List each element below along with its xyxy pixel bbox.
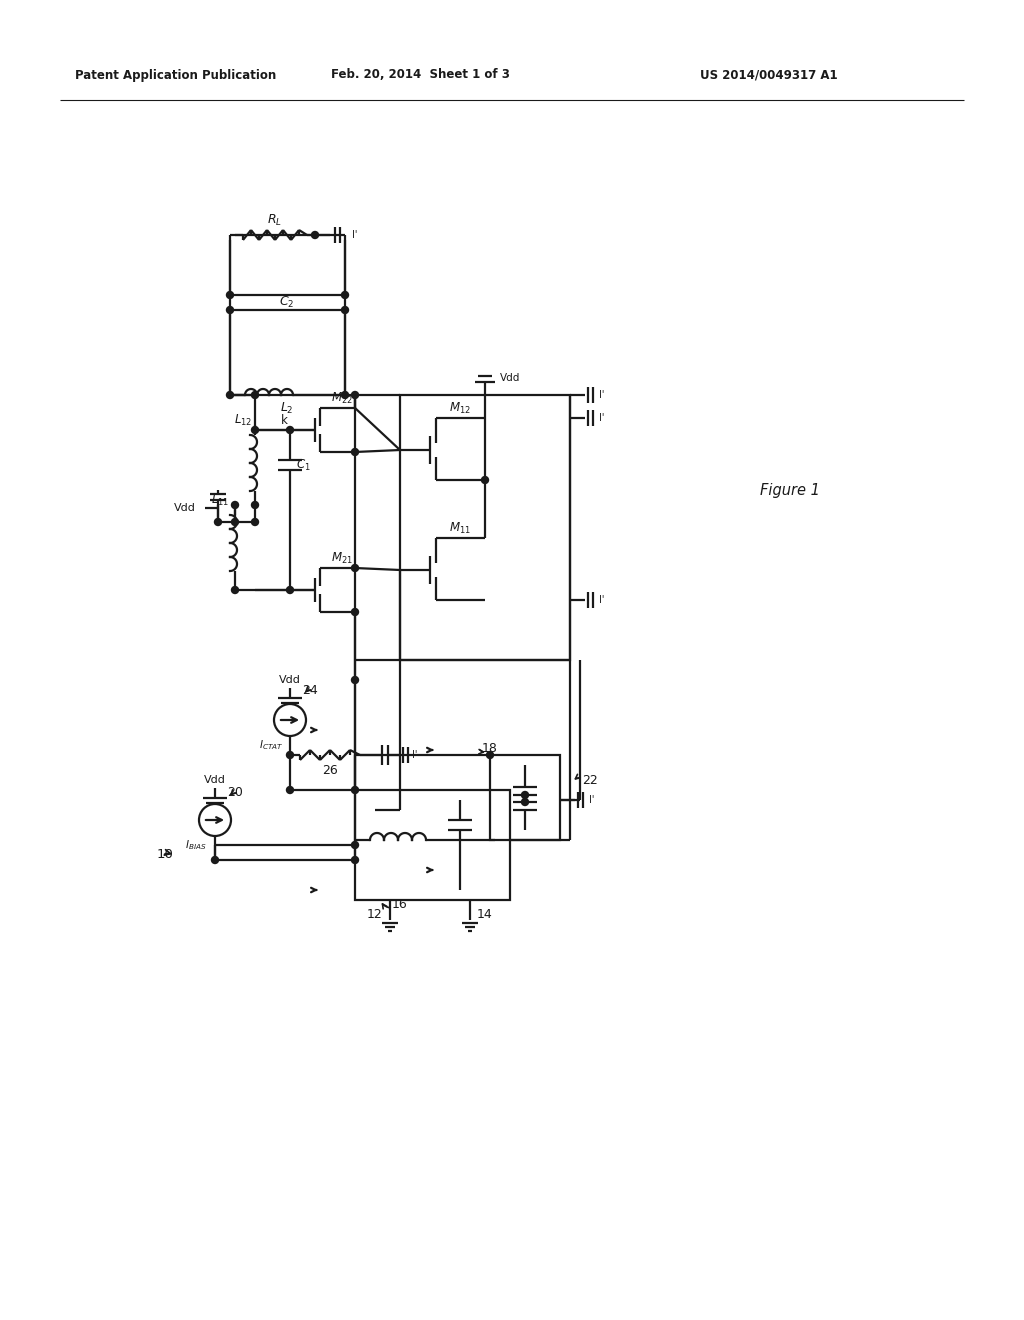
- Text: $R_L$: $R_L$: [267, 213, 283, 227]
- Text: Figure 1: Figure 1: [760, 483, 820, 498]
- Circle shape: [351, 449, 358, 455]
- Text: Vdd: Vdd: [204, 775, 226, 785]
- Circle shape: [231, 502, 239, 508]
- Bar: [400, 395, 570, 660]
- Circle shape: [521, 792, 528, 799]
- Circle shape: [341, 292, 348, 298]
- Circle shape: [341, 306, 348, 314]
- Circle shape: [252, 392, 258, 399]
- Circle shape: [231, 586, 239, 594]
- Circle shape: [214, 519, 221, 525]
- Circle shape: [351, 392, 358, 399]
- Text: $I_{CTAT}$: $I_{CTAT}$: [259, 738, 284, 752]
- Text: 16: 16: [392, 899, 408, 912]
- Text: 18: 18: [482, 742, 498, 755]
- Text: 20: 20: [227, 787, 243, 800]
- Text: Vdd: Vdd: [280, 675, 301, 685]
- Text: I': I': [599, 413, 605, 422]
- Circle shape: [287, 586, 294, 594]
- Circle shape: [351, 609, 358, 615]
- Text: $C_1$: $C_1$: [296, 458, 310, 473]
- Circle shape: [287, 426, 294, 433]
- Circle shape: [287, 787, 294, 793]
- Text: $M_{22}$: $M_{22}$: [331, 391, 353, 405]
- Text: US 2014/0049317 A1: US 2014/0049317 A1: [700, 69, 838, 82]
- Text: 10: 10: [157, 849, 173, 862]
- Text: $L_2$: $L_2$: [281, 400, 294, 416]
- Text: $M_{21}$: $M_{21}$: [331, 550, 353, 565]
- Text: I': I': [352, 230, 357, 240]
- Bar: [355, 789, 510, 900]
- Circle shape: [252, 426, 258, 433]
- Text: 14: 14: [477, 908, 493, 921]
- Text: 26: 26: [323, 763, 338, 776]
- Circle shape: [226, 392, 233, 399]
- Text: I': I': [599, 595, 605, 605]
- Text: k: k: [281, 413, 288, 426]
- Text: Patent Application Publication: Patent Application Publication: [75, 69, 276, 82]
- Circle shape: [252, 519, 258, 525]
- Text: $I_{BIAS}$: $I_{BIAS}$: [185, 838, 207, 851]
- Text: $C_2$: $C_2$: [280, 294, 295, 310]
- Bar: [490, 755, 560, 840]
- Text: $M_{12}$: $M_{12}$: [450, 400, 471, 416]
- Circle shape: [486, 751, 494, 759]
- Text: $L_{12}$: $L_{12}$: [233, 412, 252, 428]
- Text: 22: 22: [582, 774, 598, 787]
- Circle shape: [287, 751, 294, 759]
- Text: I': I': [590, 795, 595, 805]
- Text: $L_{11}$: $L_{11}$: [211, 492, 229, 508]
- Circle shape: [351, 857, 358, 863]
- Circle shape: [341, 392, 348, 399]
- Text: $M_{11}$: $M_{11}$: [450, 520, 471, 536]
- Circle shape: [481, 477, 488, 483]
- Text: 12: 12: [368, 908, 383, 921]
- Text: I': I': [413, 750, 418, 760]
- Text: Vdd: Vdd: [174, 503, 196, 513]
- Text: Vdd: Vdd: [500, 374, 520, 383]
- Circle shape: [311, 231, 318, 239]
- Text: Feb. 20, 2014  Sheet 1 of 3: Feb. 20, 2014 Sheet 1 of 3: [331, 69, 509, 82]
- Circle shape: [351, 787, 358, 793]
- Circle shape: [351, 676, 358, 684]
- Circle shape: [226, 292, 233, 298]
- Text: I': I': [599, 389, 605, 400]
- Circle shape: [351, 842, 358, 849]
- Circle shape: [521, 799, 528, 805]
- Circle shape: [252, 502, 258, 508]
- Text: 24: 24: [302, 684, 317, 697]
- Circle shape: [226, 306, 233, 314]
- Circle shape: [231, 519, 239, 525]
- Circle shape: [212, 857, 218, 863]
- Circle shape: [351, 565, 358, 572]
